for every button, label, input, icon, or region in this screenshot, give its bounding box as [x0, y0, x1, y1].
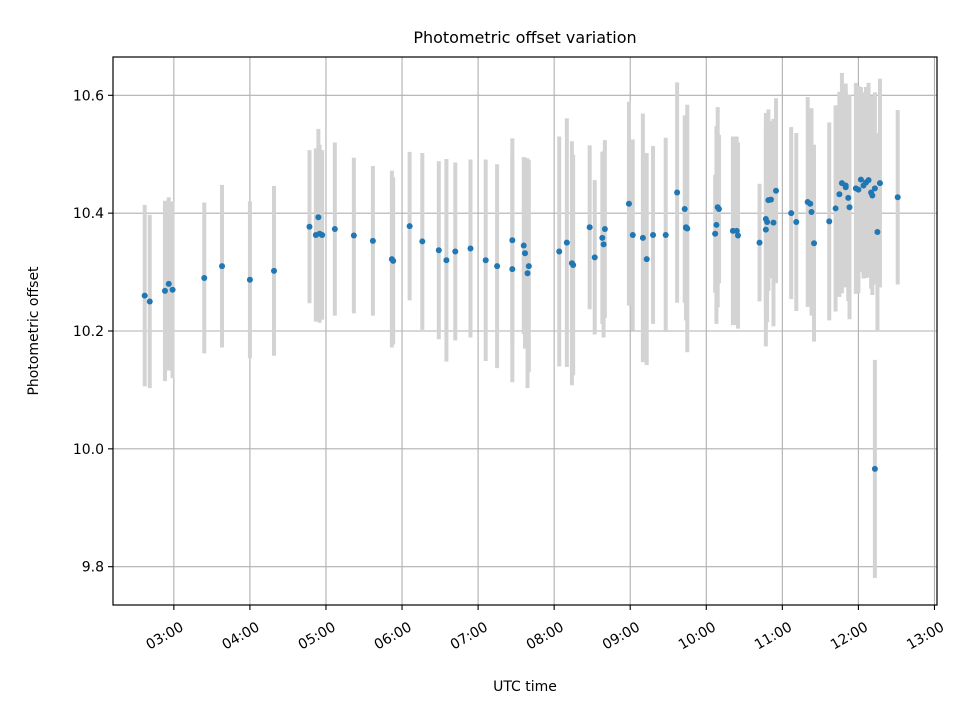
data-point [674, 189, 681, 196]
data-point [793, 218, 800, 225]
data-point [715, 206, 722, 213]
data-point [767, 196, 774, 203]
data-point [165, 280, 172, 287]
data-point [869, 192, 876, 199]
data-point [509, 266, 516, 273]
data-point [832, 205, 839, 212]
data-point [629, 231, 636, 238]
data-point [756, 239, 763, 246]
data-point [684, 225, 691, 232]
data-point [570, 262, 577, 269]
data-point [524, 270, 531, 277]
data-point [773, 187, 780, 194]
y-axis-label: Photometric offset [26, 266, 42, 396]
data-point [871, 185, 878, 192]
data-point [443, 257, 450, 264]
data-point [811, 240, 818, 247]
y-tick-label: 9.8 [82, 560, 104, 576]
data-point [494, 263, 501, 270]
data-point [525, 263, 532, 270]
data-point [734, 232, 741, 239]
data-point [390, 257, 397, 264]
data-point [219, 263, 226, 270]
data-point [712, 230, 719, 237]
data-point [865, 177, 872, 184]
data-point [876, 180, 883, 187]
data-point [452, 248, 459, 255]
data-point [600, 241, 607, 248]
data-point [625, 200, 632, 207]
data-point [350, 232, 357, 239]
y-axis-ticks: 9.8 10.0 10.2 10.4 10.6 [73, 88, 113, 576]
data-point [874, 229, 881, 236]
data-point [764, 218, 771, 225]
data-point [406, 223, 413, 230]
data-point [788, 210, 795, 217]
data-point [871, 465, 878, 472]
y-tick-label: 10.4 [73, 206, 104, 222]
data-point [643, 256, 650, 263]
data-point [601, 226, 608, 233]
data-point [146, 298, 153, 305]
data-point [467, 245, 474, 252]
data-point [169, 286, 176, 293]
data-point [855, 186, 862, 193]
data-point [306, 223, 313, 230]
data-point [639, 234, 646, 241]
data-point [556, 248, 563, 255]
y-tick-label: 10.2 [73, 324, 104, 340]
data-point [599, 234, 606, 241]
data-point [808, 208, 815, 215]
data-point [419, 238, 426, 245]
data-point [161, 287, 168, 294]
data-point [836, 191, 843, 198]
data-point [246, 276, 253, 283]
data-point [733, 227, 740, 234]
data-point [662, 231, 669, 238]
data-point [563, 239, 570, 246]
data-point [846, 204, 853, 211]
data-point [331, 226, 338, 233]
y-tick-label: 10.6 [73, 88, 104, 104]
data-point [586, 224, 593, 231]
data-point [435, 247, 442, 254]
data-point [762, 226, 769, 233]
data-point [522, 250, 528, 257]
data-point [894, 194, 901, 201]
data-point [270, 267, 277, 274]
data-point [713, 221, 720, 228]
data-point [141, 292, 148, 299]
data-point [591, 254, 598, 261]
chart-title: Photometric offset variation [413, 28, 636, 47]
data-point [770, 219, 777, 226]
data-point [807, 200, 814, 207]
y-tick-label: 10.0 [73, 442, 104, 458]
data-point [826, 218, 833, 225]
data-points [141, 176, 901, 472]
data-point [369, 237, 376, 244]
data-point [842, 182, 849, 189]
data-point [681, 206, 688, 213]
data-point [201, 274, 208, 281]
data-point [650, 231, 657, 238]
data-point [509, 237, 516, 244]
data-point [319, 231, 326, 238]
data-point [857, 176, 864, 183]
data-point [520, 242, 527, 249]
x-axis-label: UTC time [493, 679, 557, 695]
data-point [845, 194, 852, 201]
data-point [482, 257, 489, 264]
data-point [315, 214, 322, 221]
